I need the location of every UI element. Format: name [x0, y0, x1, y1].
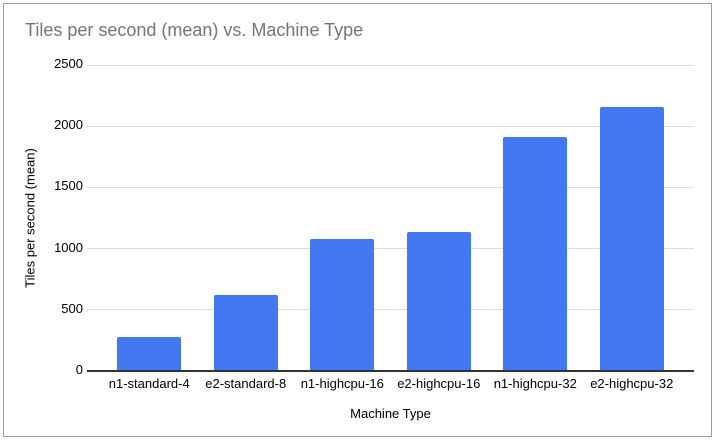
- y-tick-label: 2000: [54, 117, 83, 133]
- gridline: [87, 186, 694, 188]
- y-tick-label: 1000: [54, 239, 83, 255]
- bar-slot: [294, 65, 391, 371]
- bar-e2-highcpu-32[interactable]: [599, 106, 664, 371]
- x-category-label: e2-highcpu-16: [397, 376, 481, 391]
- bar-slot: [487, 65, 584, 371]
- x-category-label: n1-standard-4: [108, 376, 190, 391]
- bar-slot: [101, 65, 198, 371]
- gridline: [87, 248, 694, 250]
- bar-n1-standard-4[interactable]: [117, 336, 182, 371]
- bar-slot: [391, 65, 488, 371]
- bar-n1-highcpu-32[interactable]: [503, 136, 568, 371]
- bars: [101, 65, 680, 371]
- x-axis-baseline: [87, 370, 694, 372]
- chart-title: Tiles per second (mean) vs. Machine Type: [25, 20, 364, 40]
- x-category-label: n1-highcpu-16: [300, 376, 384, 391]
- gridline: [87, 64, 694, 66]
- plot-area: [87, 64, 694, 372]
- x-category-label: e2-standard-8: [205, 376, 287, 391]
- chart-frame[interactable]: Tiles per second (mean) vs. Machine Type…: [3, 3, 712, 437]
- y-tick-label: 500: [61, 300, 83, 316]
- y-tick-label: 2500: [54, 56, 83, 71]
- bar-slot: [584, 65, 681, 371]
- y-tick-label: 1500: [54, 178, 83, 194]
- x-category-label: e2-highcpu-32: [590, 376, 674, 391]
- bar-e2-highcpu-16[interactable]: [406, 232, 471, 371]
- y-tick-label: 0: [75, 362, 83, 377]
- x-category-label: n1-highcpu-32: [493, 376, 577, 391]
- y-axis-tick-labels: 0 500 1000 1500 2000 2500: [4, 56, 83, 377]
- bar-n1-highcpu-16[interactable]: [310, 238, 375, 371]
- bar-slot: [198, 65, 295, 371]
- gridline: [87, 309, 694, 311]
- x-axis-category-labels: n1-standard-4 e2-standard-8 n1-highcpu-16 e…: [101, 376, 680, 392]
- gridline: [87, 125, 694, 127]
- bar-e2-standard-8[interactable]: [213, 294, 278, 371]
- x-axis-title: Machine Type: [350, 406, 431, 421]
